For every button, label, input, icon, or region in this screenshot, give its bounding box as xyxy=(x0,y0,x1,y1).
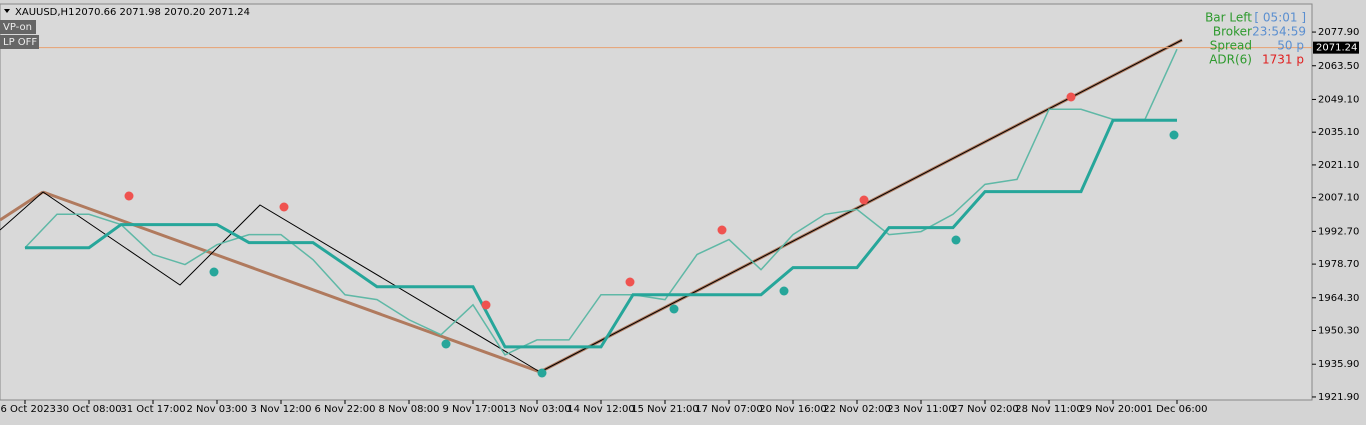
signal-dots xyxy=(124,92,1179,378)
info-label: Spread xyxy=(1210,39,1252,53)
y-tick-label: 1992.70 xyxy=(1318,226,1359,237)
ohlc: 2070.66 2071.98 2070.20 2071.24 xyxy=(75,7,250,18)
plot-area xyxy=(0,3,1313,401)
dot xyxy=(669,304,679,314)
x-tick-label: 13 Nov 03:00 xyxy=(503,404,570,415)
dot xyxy=(209,267,219,277)
x-tick-label: 29 Nov 20:00 xyxy=(1079,404,1146,415)
info-panel: Bar Left [ 05:01 ] Broker 23:54:59 Sprea… xyxy=(1205,11,1306,67)
x-tick-label: 22 Nov 02:00 xyxy=(823,404,890,415)
x-tick-label: 8 Nov 08:00 xyxy=(378,404,439,415)
y-tick-label: 2063.50 xyxy=(1318,61,1359,72)
x-tick-label: 31 Oct 17:00 xyxy=(120,404,185,415)
x-tick-label: 26 Oct 2023 xyxy=(0,404,56,415)
y-tick-label: 2049.10 xyxy=(1318,94,1359,105)
dot xyxy=(625,277,635,287)
x-tick-label: 9 Nov 17:00 xyxy=(442,404,503,415)
button[interactable] xyxy=(0,35,39,49)
info-label: Broker xyxy=(1213,25,1252,39)
x-tick-label: 3 Nov 12:00 xyxy=(250,404,311,415)
x-tick-label: 6 Nov 22:00 xyxy=(314,404,375,415)
info-value: 50 p xyxy=(1277,39,1304,53)
y-tick-label: 2021.10 xyxy=(1318,160,1359,171)
dot xyxy=(537,368,547,378)
y-tick-label: 1978.70 xyxy=(1318,259,1359,270)
x-tick-label: 1 Dec 06:00 xyxy=(1147,404,1208,415)
y-tick-label: 2007.10 xyxy=(1318,193,1359,204)
x-tick-label: 23 Nov 11:00 xyxy=(887,404,954,415)
y-tick-label: 1964.30 xyxy=(1318,293,1359,304)
dot xyxy=(859,195,869,205)
info-value: 23:54:59 xyxy=(1252,25,1306,39)
x-tick-label: 15 Nov 21:00 xyxy=(631,404,698,415)
y-tick-label: 2077.90 xyxy=(1318,27,1359,38)
x-tick-label: 2 Nov 03:00 xyxy=(186,404,247,415)
current-price-label: 2071.24 xyxy=(1316,43,1357,54)
button-label[interactable]: LP OFF xyxy=(3,37,37,48)
current-price-box xyxy=(1313,41,1359,54)
info-label: Bar Left xyxy=(1205,11,1252,25)
series-line xyxy=(24,48,1178,356)
dot xyxy=(951,235,961,245)
y-tick-label: 1950.30 xyxy=(1318,326,1359,337)
info-label: ADR(6) xyxy=(1209,53,1252,67)
y-tick-label: 1921.90 xyxy=(1318,392,1359,403)
x-tick-label: 27 Nov 02:00 xyxy=(951,404,1018,415)
trend-line xyxy=(42,190,541,374)
dot xyxy=(441,339,451,349)
dot xyxy=(279,202,289,212)
series-line xyxy=(25,118,1177,349)
button-label[interactable]: VP-on xyxy=(3,22,32,33)
dot xyxy=(779,286,789,296)
dot xyxy=(1066,92,1076,102)
dot xyxy=(124,191,134,201)
x-tick-label: 14 Nov 12:00 xyxy=(567,404,634,415)
y-tick-label: 2035.10 xyxy=(1318,127,1359,138)
dot xyxy=(717,225,727,235)
x-tick-label: 30 Oct 08:00 xyxy=(56,404,121,415)
x-tick-label: 28 Nov 11:00 xyxy=(1015,404,1082,415)
symbol: XAUUSD,H1 xyxy=(15,7,74,18)
y-tick-label: 1935.90 xyxy=(1318,359,1359,370)
zigzag xyxy=(0,191,541,373)
button[interactable] xyxy=(0,20,36,34)
trend-line xyxy=(0,190,44,222)
dot xyxy=(1169,130,1179,140)
menu-icon[interactable] xyxy=(4,9,10,13)
info-value: [ 05:01 ] xyxy=(1254,11,1306,25)
dot xyxy=(481,300,491,310)
x-tick-label: 17 Nov 07:00 xyxy=(695,404,762,415)
info-value: 1731 p xyxy=(1262,53,1304,67)
x-tick-label: 20 Nov 16:00 xyxy=(759,404,826,415)
